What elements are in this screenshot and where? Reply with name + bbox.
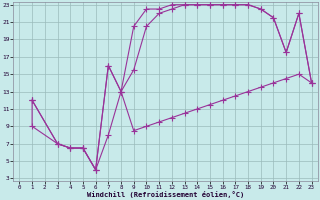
X-axis label: Windchill (Refroidissement éolien,°C): Windchill (Refroidissement éolien,°C) <box>87 191 244 198</box>
